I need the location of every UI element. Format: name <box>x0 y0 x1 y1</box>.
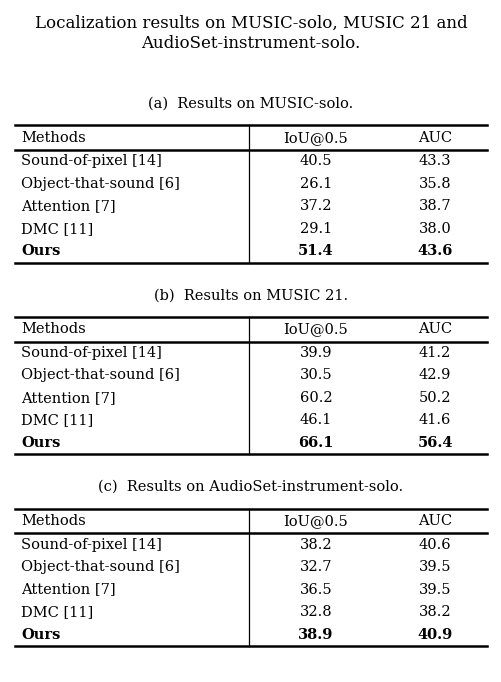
Text: 38.7: 38.7 <box>418 199 450 213</box>
Text: 38.0: 38.0 <box>418 222 450 236</box>
Text: 51.4: 51.4 <box>298 244 333 258</box>
Text: 42.9: 42.9 <box>418 368 450 383</box>
Text: 41.6: 41.6 <box>418 413 450 428</box>
Text: 50.2: 50.2 <box>418 391 450 405</box>
Text: Methods: Methods <box>21 323 86 336</box>
Text: Attention [7]: Attention [7] <box>21 582 115 597</box>
Text: (c)  Results on AudioSet-instrument-solo.: (c) Results on AudioSet-instrument-solo. <box>98 480 403 494</box>
Text: Methods: Methods <box>21 131 86 145</box>
Text: 30.5: 30.5 <box>299 368 332 383</box>
Text: DMC [11]: DMC [11] <box>21 413 93 428</box>
Text: (b)  Results on MUSIC 21.: (b) Results on MUSIC 21. <box>154 288 347 303</box>
Text: 56.4: 56.4 <box>416 436 452 450</box>
Text: IoU@0.5: IoU@0.5 <box>283 131 348 145</box>
Text: 38.2: 38.2 <box>418 605 450 619</box>
Text: 35.8: 35.8 <box>418 177 450 191</box>
Text: AUC: AUC <box>417 323 451 336</box>
Text: Sound-of-pixel [14]: Sound-of-pixel [14] <box>21 346 162 360</box>
Text: 40.9: 40.9 <box>416 627 452 642</box>
Text: 40.5: 40.5 <box>299 154 332 168</box>
Text: Ours: Ours <box>21 244 60 258</box>
Text: 26.1: 26.1 <box>299 177 331 191</box>
Text: Attention [7]: Attention [7] <box>21 391 115 405</box>
Text: Localization results on MUSIC-solo, MUSIC 21 and
AudioSet-instrument-solo.: Localization results on MUSIC-solo, MUSI… <box>35 15 466 52</box>
Text: Sound-of-pixel [14]: Sound-of-pixel [14] <box>21 154 162 168</box>
Text: 38.9: 38.9 <box>298 627 333 642</box>
Text: 36.5: 36.5 <box>299 582 332 597</box>
Text: Object-that-sound [6]: Object-that-sound [6] <box>21 177 179 191</box>
Text: 39.5: 39.5 <box>418 582 450 597</box>
Text: Object-that-sound [6]: Object-that-sound [6] <box>21 368 179 383</box>
Text: Sound-of-pixel [14]: Sound-of-pixel [14] <box>21 537 162 552</box>
Text: AUC: AUC <box>417 131 451 145</box>
Text: 41.2: 41.2 <box>418 346 450 360</box>
Text: 37.2: 37.2 <box>299 199 332 213</box>
Text: 32.8: 32.8 <box>299 605 332 619</box>
Text: 46.1: 46.1 <box>299 413 331 428</box>
Text: 38.2: 38.2 <box>299 537 332 552</box>
Text: Attention [7]: Attention [7] <box>21 199 115 213</box>
Text: 29.1: 29.1 <box>299 222 331 236</box>
Text: 60.2: 60.2 <box>299 391 332 405</box>
Text: Ours: Ours <box>21 436 60 450</box>
Text: Object-that-sound [6]: Object-that-sound [6] <box>21 560 179 574</box>
Text: 43.6: 43.6 <box>416 244 452 258</box>
Text: 39.9: 39.9 <box>299 346 332 360</box>
Text: 39.5: 39.5 <box>418 560 450 574</box>
Text: AUC: AUC <box>417 514 451 528</box>
Text: IoU@0.5: IoU@0.5 <box>283 514 348 528</box>
Text: DMC [11]: DMC [11] <box>21 605 93 619</box>
Text: 40.6: 40.6 <box>418 537 450 552</box>
Text: 66.1: 66.1 <box>298 436 333 450</box>
Text: 32.7: 32.7 <box>299 560 332 574</box>
Text: IoU@0.5: IoU@0.5 <box>283 323 348 336</box>
Text: (a)  Results on MUSIC-solo.: (a) Results on MUSIC-solo. <box>148 97 353 111</box>
Text: Methods: Methods <box>21 514 86 528</box>
Text: DMC [11]: DMC [11] <box>21 222 93 236</box>
Text: Ours: Ours <box>21 627 60 642</box>
Text: 43.3: 43.3 <box>418 154 450 168</box>
